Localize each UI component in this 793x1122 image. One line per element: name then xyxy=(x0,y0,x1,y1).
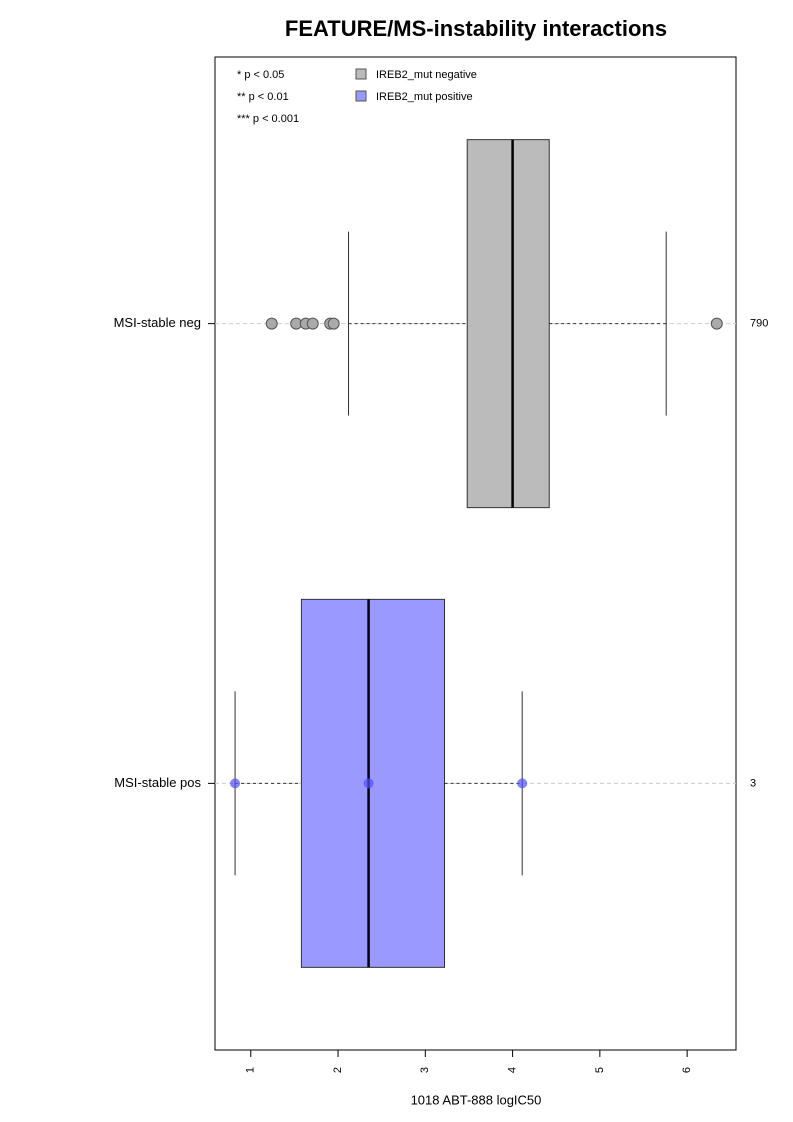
x-tick-label: 2 xyxy=(332,1067,344,1073)
x-tick-label: 1 xyxy=(245,1067,257,1073)
point xyxy=(363,778,374,789)
chart-title: FEATURE/MS-instability interactions xyxy=(285,16,667,41)
annotation: ** p < 0.01 xyxy=(237,91,289,103)
x-tick-label: 6 xyxy=(681,1067,693,1073)
point xyxy=(710,317,723,330)
annotation: *** p < 0.001 xyxy=(237,113,299,125)
plot-frame xyxy=(214,56,737,1051)
x-tick-label: 4 xyxy=(506,1067,518,1073)
x-axis-label: 1018 ABT-888 logIC50 xyxy=(411,1092,542,1107)
y-tick-label: MSI-stable neg xyxy=(114,315,201,330)
x-tick-label: 5 xyxy=(594,1067,606,1073)
legend-swatch xyxy=(355,90,367,102)
legend-label: IREB2_mut negative xyxy=(376,69,477,81)
point xyxy=(265,317,278,330)
point xyxy=(517,778,528,789)
x-tick-label: 3 xyxy=(419,1067,431,1073)
point xyxy=(327,317,340,330)
box xyxy=(466,139,550,509)
point xyxy=(306,317,319,330)
y-tick-label: MSI-stable pos xyxy=(114,775,201,790)
legend-swatch xyxy=(355,68,367,80)
point xyxy=(230,778,241,789)
annotation: * p < 0.05 xyxy=(237,69,284,81)
legend-label: IREB2_mut positive xyxy=(376,91,473,103)
count-label: 3 xyxy=(750,777,756,789)
count-label: 790 xyxy=(750,318,768,330)
